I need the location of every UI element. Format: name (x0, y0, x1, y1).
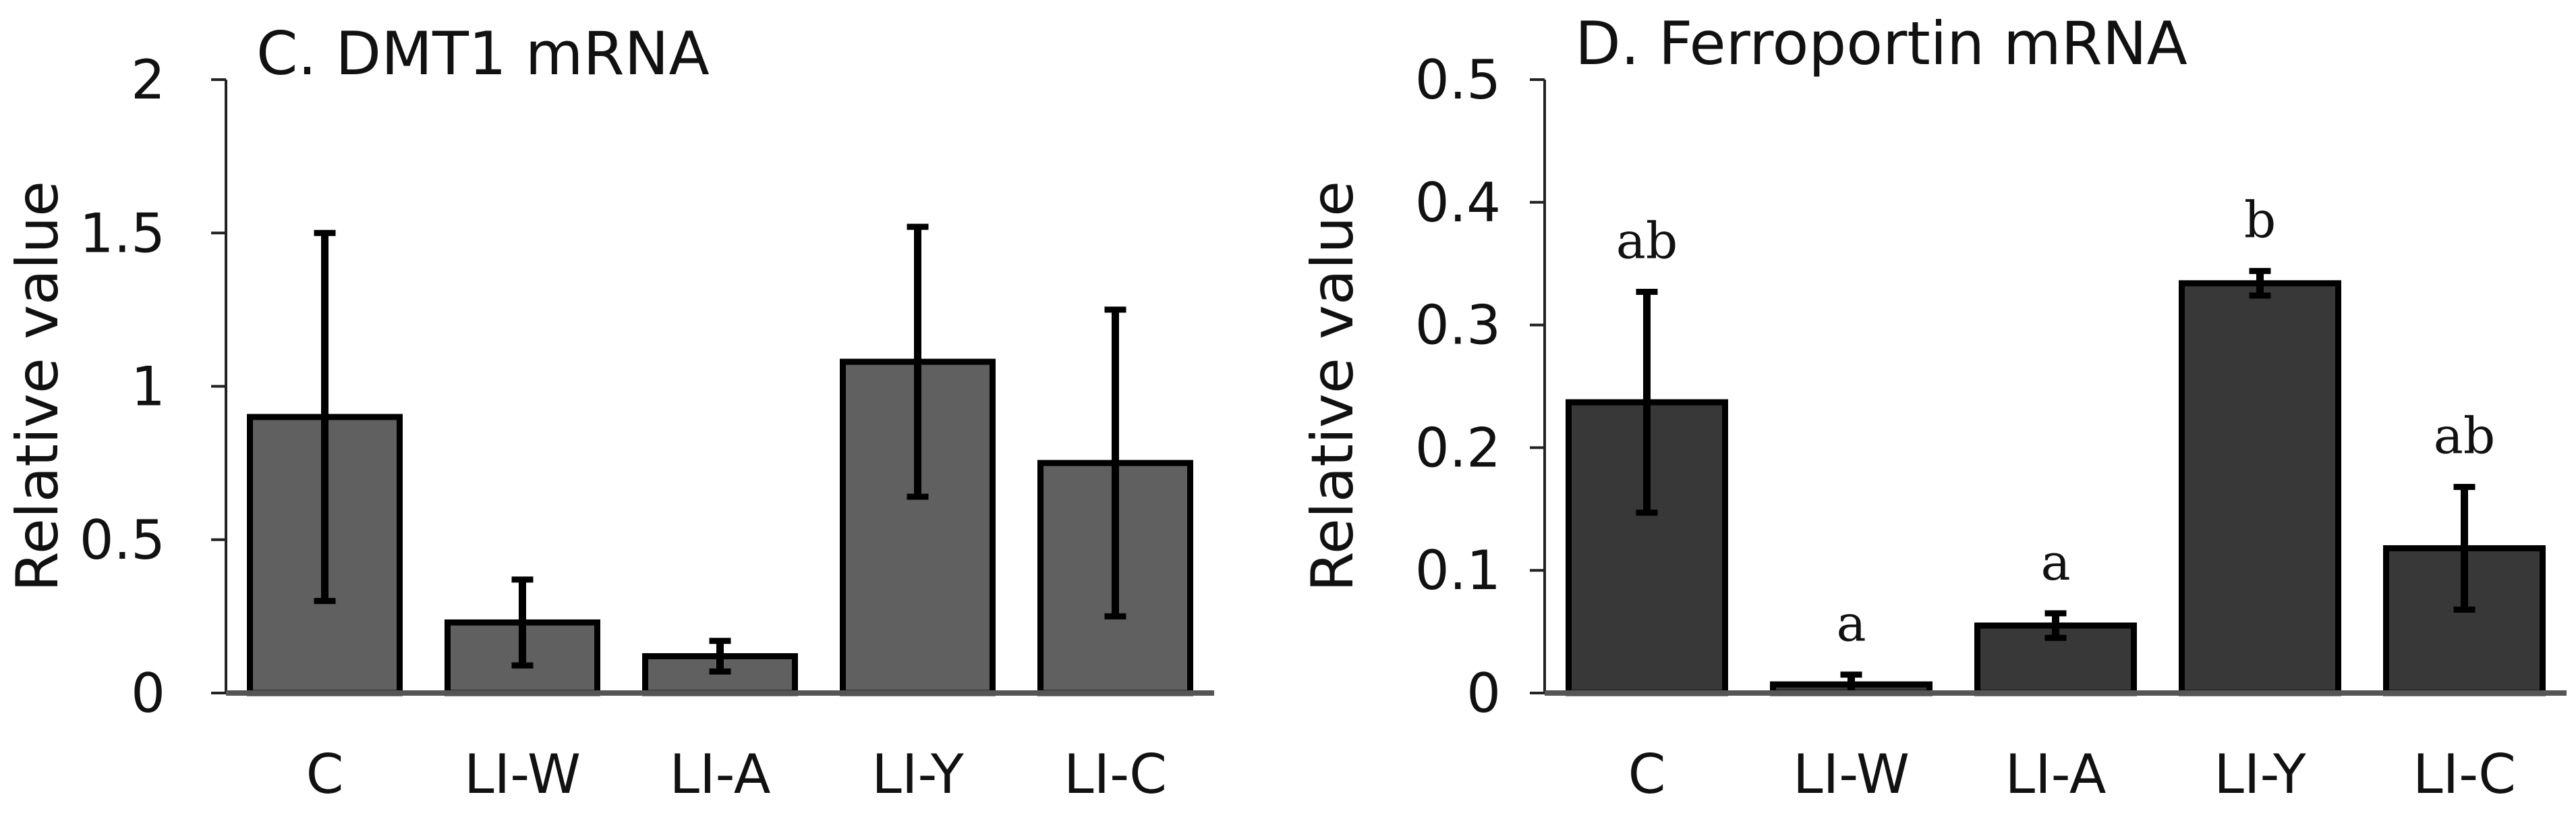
chart-c-x-tick-label: C (306, 743, 344, 806)
chart-d-x-tick-label: LI-C (2413, 743, 2516, 806)
chart-d-bar-li-y (2179, 280, 2341, 696)
chart-d-significance-label: ab (1616, 213, 1678, 271)
chart-d-y-tick-label: 0.5 (1415, 49, 1501, 111)
chart-d-significance-label: ab (2434, 408, 2496, 466)
chart-d-x-tick-label: LI-Y (2214, 743, 2307, 806)
chart-c-x-tick-label: LI-C (1064, 743, 1167, 806)
chart-d-x-tick-label: LI-A (2005, 743, 2107, 806)
chart-c-y-tick-label: 0.5 (80, 509, 165, 572)
chart-d-significance-label: a (2040, 534, 2070, 592)
chart-c-x-tick-label: LI-Y (871, 743, 965, 806)
chart-c-y-tick-label: 2 (131, 49, 165, 111)
chart-d-significance-label: b (2244, 192, 2276, 250)
chart-d-x-tick-label: LI-W (1793, 743, 1910, 806)
chart-c-y-tick-label: 1 (131, 356, 165, 418)
chart-d-title: D. Ferroportin mRNA (1575, 9, 2187, 78)
chart-c-y-axis-label: Relative value (4, 181, 71, 592)
chart-d-y-tick-label: 0 (1466, 662, 1501, 725)
chart-c-x-tick-label: LI-A (670, 743, 771, 806)
chart-d-y-tick-label: 0.2 (1415, 416, 1501, 479)
chart-c-x-tick-label: LI-W (464, 743, 581, 806)
chart-d-y-tick-label: 0.4 (1415, 171, 1501, 234)
chart-d-y-tick-label: 0.3 (1415, 294, 1501, 357)
chart-d-significance-label: a (1836, 595, 1866, 653)
chart-d-y-tick-label: 0.1 (1415, 539, 1501, 602)
chart-d-y-axis-label: Relative value (1299, 181, 1367, 592)
chart-d-x-tick-label: C (1628, 743, 1666, 806)
chart-c-y-tick-label: 0 (131, 662, 165, 725)
chart-c-title: C. DMT1 mRNA (256, 19, 710, 88)
chart-c-y-tick-label: 1.5 (80, 202, 165, 265)
